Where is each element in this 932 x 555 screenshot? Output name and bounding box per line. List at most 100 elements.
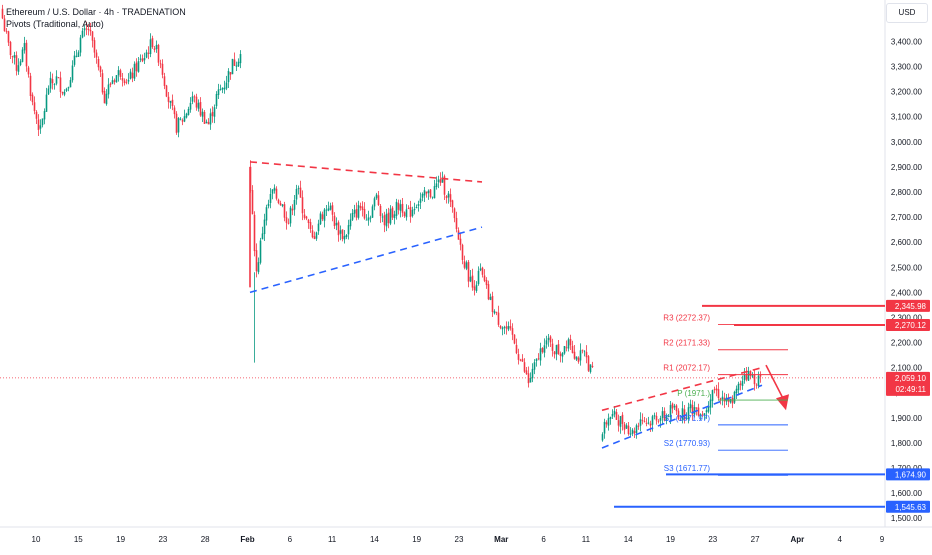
candle-body <box>753 374 756 385</box>
candle-body <box>711 390 714 401</box>
candle-body <box>655 415 658 421</box>
candle-body <box>323 209 326 221</box>
candle-body <box>729 399 732 403</box>
candle-body <box>301 197 304 214</box>
indicator-legend[interactable]: Pivots (Traditional, Auto) <box>6 19 104 29</box>
candle-body <box>685 417 688 420</box>
currency-button[interactable]: USD <box>886 3 928 23</box>
candle-body <box>129 71 132 79</box>
candle-body <box>173 107 176 115</box>
candle-body <box>175 113 178 133</box>
candle-body <box>103 91 106 104</box>
candle-body <box>289 207 292 224</box>
candle-body <box>495 311 498 313</box>
candle-body <box>517 354 520 360</box>
candle-body <box>471 275 474 288</box>
candle-body <box>263 219 266 235</box>
candle-body <box>117 70 120 76</box>
x-tick-label: 6 <box>288 535 293 544</box>
candle-body <box>17 65 20 72</box>
candle-body <box>473 286 476 291</box>
candle-body <box>55 76 58 84</box>
trendline-mar-lower-support[interactable] <box>601 384 763 449</box>
x-tick-label: Mar <box>494 535 508 544</box>
candle-body <box>635 425 638 434</box>
candle-body <box>615 412 618 420</box>
candle-body <box>31 94 34 103</box>
x-tick-label: 23 <box>708 535 717 544</box>
candle-body <box>521 358 524 362</box>
x-tick-label: 19 <box>116 535 125 544</box>
candle-body <box>319 213 322 225</box>
candle-body <box>271 189 274 194</box>
candle-body <box>69 80 72 88</box>
candle-body <box>109 83 112 85</box>
candle-body <box>161 63 164 75</box>
candle-body <box>731 397 734 404</box>
candle-body <box>673 405 676 408</box>
candle-body <box>687 407 690 420</box>
candle-body <box>259 240 262 263</box>
candle-body <box>191 96 194 102</box>
candle-body <box>21 49 24 62</box>
candle-body <box>647 422 650 424</box>
projection-arrow-head[interactable] <box>776 394 789 411</box>
y-tick-label: 2,900.00 <box>891 163 923 172</box>
candle-body <box>79 37 82 53</box>
candle-body <box>563 345 566 354</box>
pivot-label-r2: R2 (2171.33) <box>663 339 710 348</box>
projection-arrow-shaft[interactable] <box>765 364 785 401</box>
candle-body <box>367 217 370 221</box>
candle-body <box>607 418 610 426</box>
candle-body <box>261 233 264 240</box>
y-tick-label: 2,700.00 <box>891 213 923 222</box>
x-tick-label: 15 <box>74 535 83 544</box>
candle-body <box>257 262 260 273</box>
candle-body <box>3 18 6 32</box>
trendline-feb-upper-resistance[interactable] <box>249 161 483 183</box>
candle-body <box>431 196 434 198</box>
candle-body <box>421 194 424 198</box>
candle-body <box>311 230 314 238</box>
candle-body <box>303 214 306 218</box>
candle-body <box>159 63 162 65</box>
candle-body <box>555 344 558 355</box>
candle-body <box>423 190 426 196</box>
candle-body <box>327 208 330 211</box>
candle-body <box>125 82 128 84</box>
candle-body <box>705 410 708 413</box>
trendline-feb-lower-support[interactable] <box>249 226 483 294</box>
symbol-title[interactable]: Ethereum / U.S. Dollar · 4h · TRADENATIO… <box>6 7 186 17</box>
candle-body <box>325 209 328 211</box>
level-resistance-2-tag-label: 2,270.12 <box>895 321 927 330</box>
candle-body <box>141 58 144 62</box>
candle-body <box>361 206 364 210</box>
candle-body <box>285 217 288 223</box>
candle-body <box>535 358 538 362</box>
candle-body <box>567 339 570 349</box>
candle-body <box>155 44 158 50</box>
candle-body <box>639 419 642 426</box>
candle-body <box>481 267 484 275</box>
y-tick-label: 3,000.00 <box>891 138 923 147</box>
candle-body <box>309 222 312 230</box>
candle-body <box>205 121 208 124</box>
y-tick-label: 2,300.00 <box>891 313 923 322</box>
candle-body <box>147 52 150 54</box>
candle-body <box>727 397 730 402</box>
candle-body <box>649 423 652 426</box>
candle-body <box>365 219 368 221</box>
candle-body <box>209 113 212 125</box>
candle-body <box>557 344 560 354</box>
candle-body <box>233 59 236 66</box>
candle-body <box>305 216 308 219</box>
candle-body <box>695 407 698 409</box>
candle-body <box>359 206 362 208</box>
candle-body <box>287 222 290 224</box>
candle-body <box>677 410 680 420</box>
candle-body <box>337 222 340 236</box>
candle-body <box>71 65 74 81</box>
candle-body <box>195 96 198 108</box>
